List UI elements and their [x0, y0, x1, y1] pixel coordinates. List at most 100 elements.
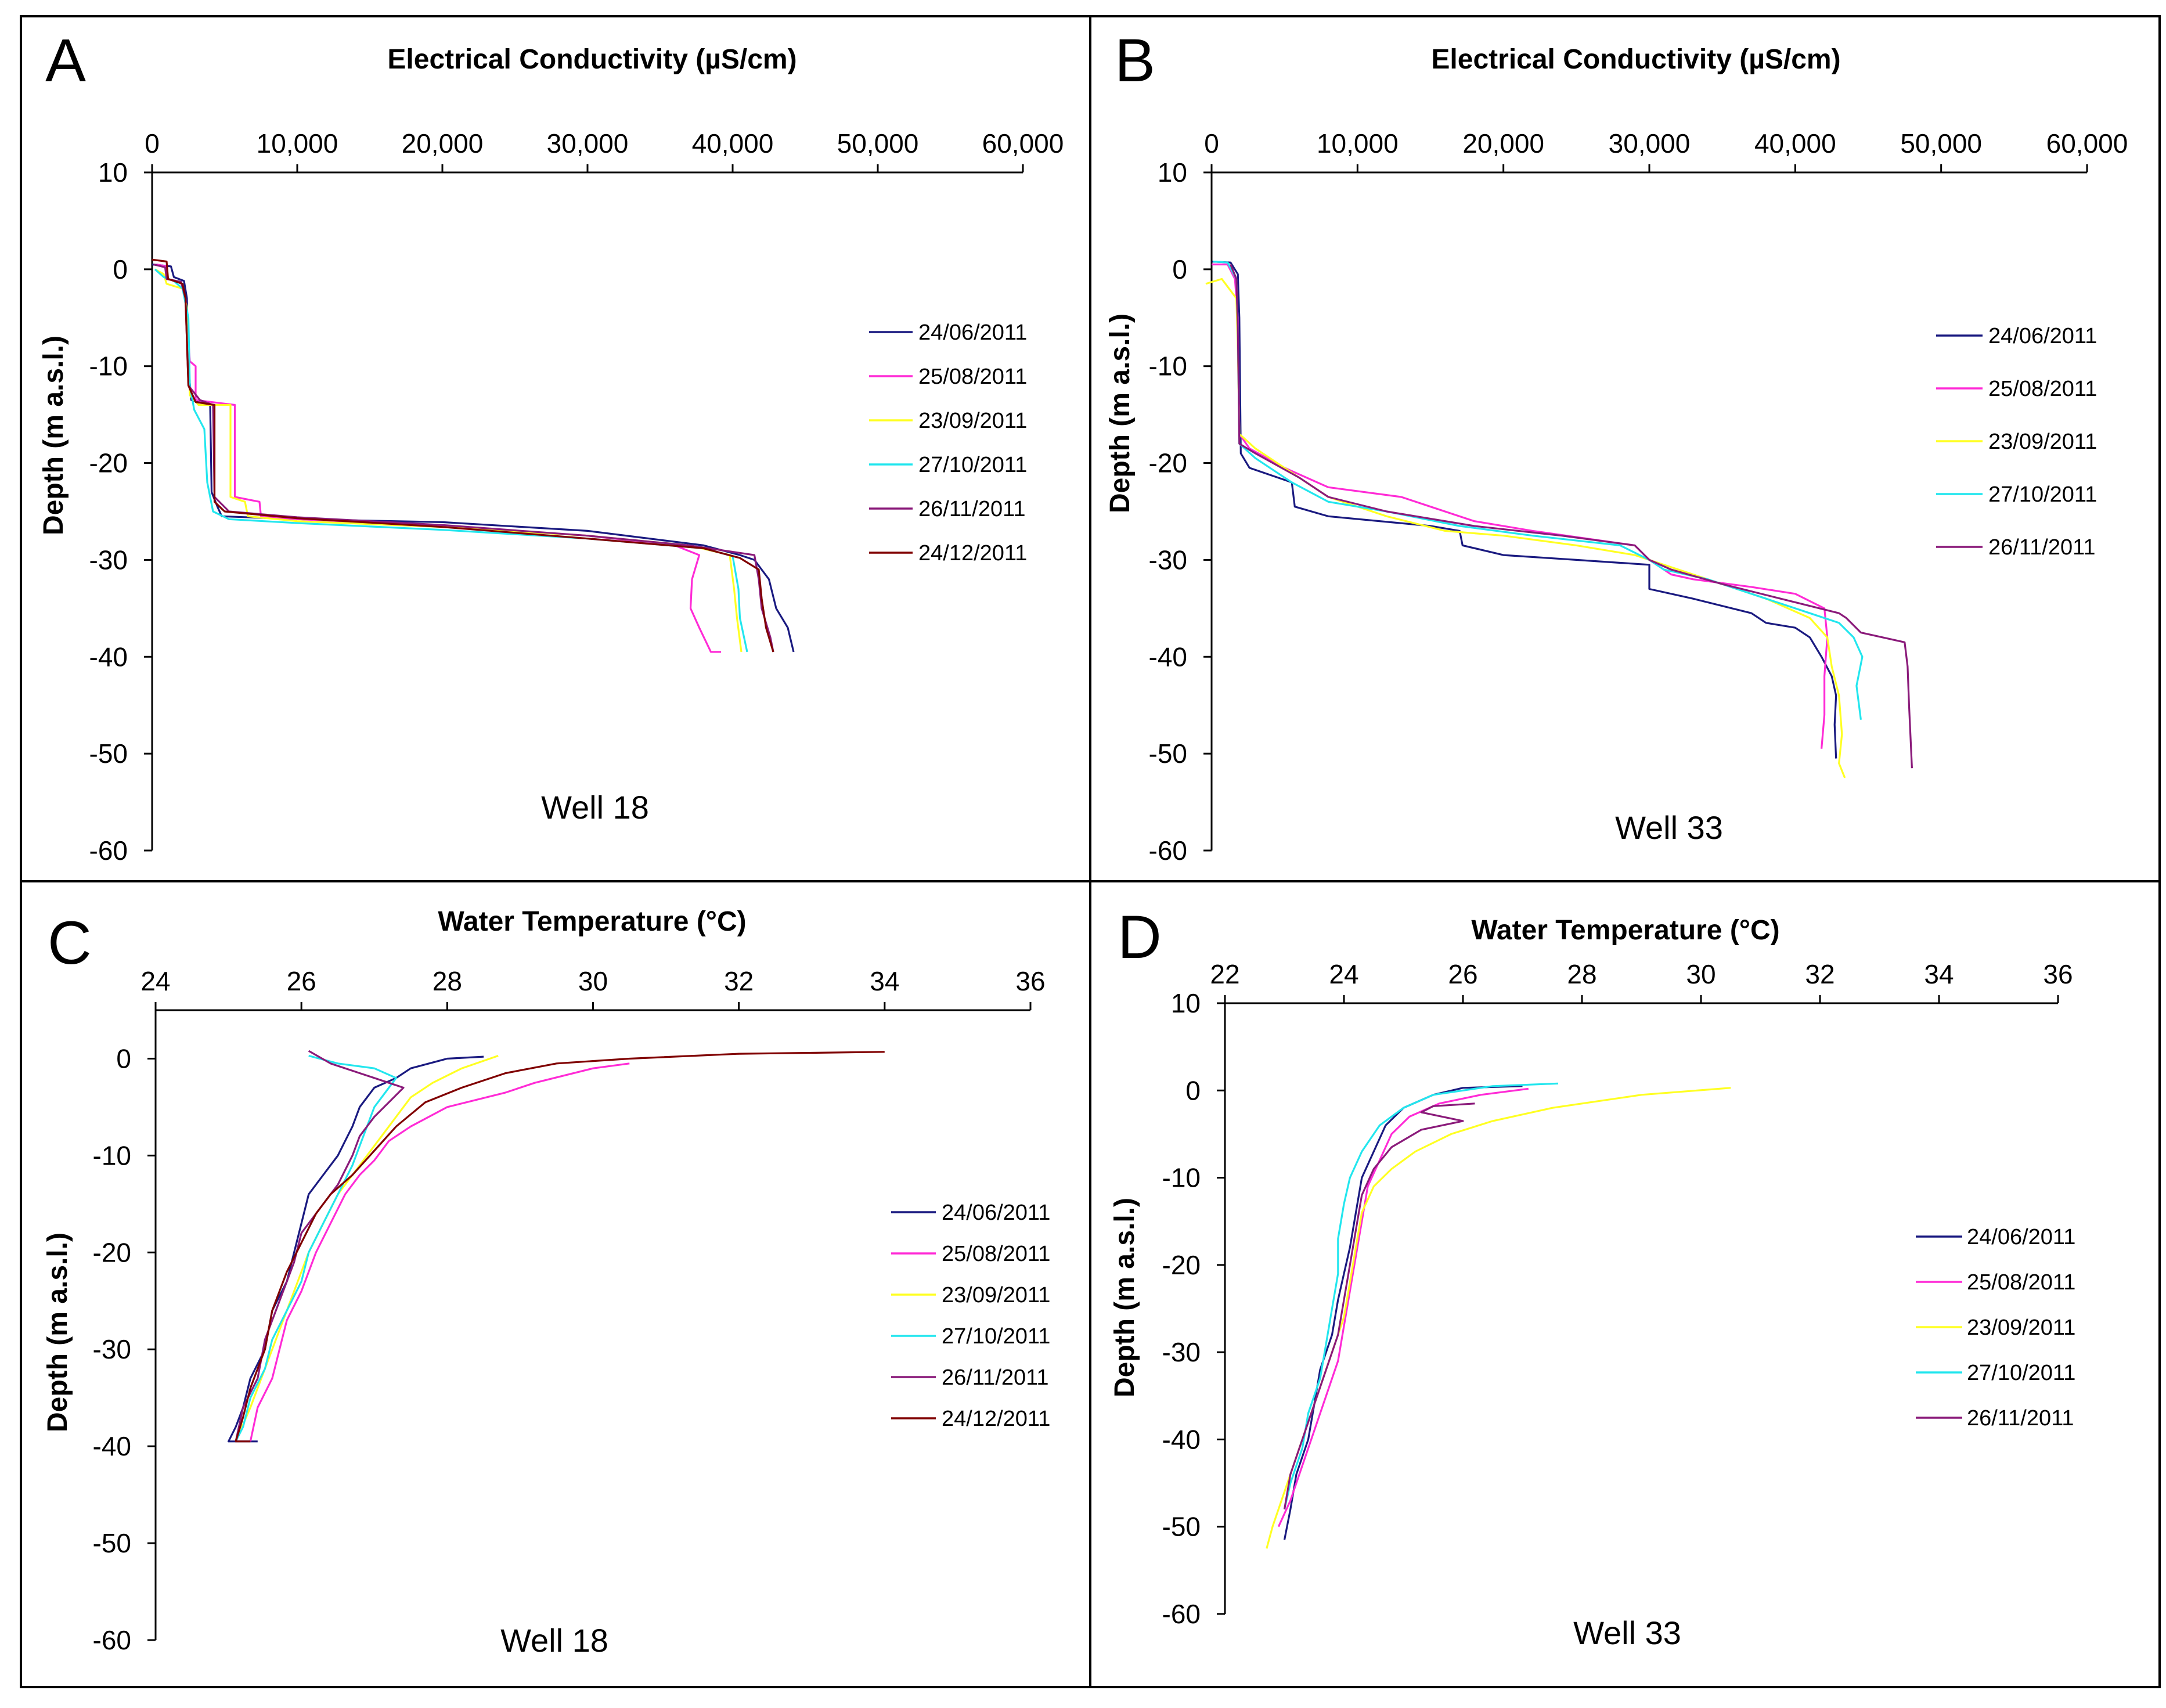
panel-c-series-23-09-2011 [235, 1054, 499, 1442]
panel-b-legend-label: 25/08/2011 [1988, 377, 2097, 401]
panel-b-y-tick-label: -40 [1149, 642, 1187, 672]
panel-a-x-tick-label: 30,000 [547, 128, 629, 158]
panel-d-series-27-10-2011 [1283, 1082, 1559, 1510]
panel-a-y-tick-label: -30 [89, 545, 128, 575]
panel-a-series-24-12-2011 [152, 258, 774, 653]
panel-c-y-tick-label: -60 [93, 1625, 131, 1655]
panel-a-chart: A Electrical Conductivity (µS/cm) Depth (m… [38, 27, 1064, 866]
panel-c-legend-label: 25/08/2011 [942, 1242, 1050, 1266]
panel-c-x-tick-label: 36 [1015, 966, 1045, 996]
panel-c-y-axis-title: Depth (m a.s.l.) [42, 1233, 73, 1432]
panel-c-y-tick-label: -30 [93, 1334, 131, 1364]
panel-c-y-tick-label: 0 [116, 1043, 131, 1073]
panel-a-letter: A [45, 27, 86, 95]
panel-d-y-tick-label: -20 [1162, 1250, 1201, 1280]
panel-c-series-27-10-2011 [235, 1054, 398, 1442]
panel-a-y-tick-label: -10 [89, 351, 128, 381]
panel-d-chart: D Water Temperature (°C) Depth (m a.s.l.) 2… [1109, 903, 2075, 1651]
panel-a-legend-label: 25/08/2011 [918, 365, 1027, 389]
panel-d-x-tick-label: 32 [1805, 959, 1835, 989]
panel-d-x-tick-label: 28 [1567, 959, 1596, 989]
panel-c-legend-label: 23/09/2011 [942, 1283, 1050, 1307]
panel-d-x-tick-label: 24 [1329, 959, 1358, 989]
panel-b-legend-label: 27/10/2011 [1988, 482, 2097, 507]
panel-c-y-tick-label: -20 [93, 1237, 131, 1267]
panel-c-x-tick-label: 28 [433, 966, 462, 996]
panel-d-y-tick-label: -60 [1162, 1599, 1201, 1629]
panel-b-legend-label: 23/09/2011 [1988, 430, 2097, 454]
panel-c-x-tick-label: 32 [724, 966, 754, 996]
panel-b-y-axis-title: Depth (m a.s.l.) [1105, 314, 1136, 513]
panel-a-legend-label: 24/12/2011 [918, 541, 1027, 565]
panel-d-legend-label: 26/11/2011 [1967, 1406, 2074, 1430]
panel-c-legend-label: 24/06/2011 [942, 1201, 1050, 1225]
panel-c-y-tick-label: -10 [93, 1140, 131, 1170]
panel-c-series-24-06-2011 [228, 1055, 484, 1443]
panel-a-x-tick-label: 40,000 [692, 128, 774, 158]
panel-b-x-tick-label: 30,000 [1609, 128, 1691, 158]
panel-d-x-tick-label: 34 [1924, 959, 1954, 989]
panel-d-x-tick-label: 36 [2043, 959, 2073, 989]
panel-d-y-tick-label: 10 [1171, 988, 1201, 1018]
panel-c-series-25-08-2011 [249, 1062, 630, 1442]
panel-a-well-label: Well 18 [541, 789, 649, 826]
panel-c-legend-label: 24/12/2011 [942, 1407, 1050, 1431]
panel-b-y-tick-label: -10 [1149, 351, 1187, 381]
panel-b-y-tick-label: 10 [1158, 157, 1187, 188]
panel-d-y-tick-label: -30 [1162, 1337, 1201, 1367]
panel-c-x-tick-label: 24 [140, 966, 170, 996]
panel-b-y-tick-label: -20 [1149, 448, 1187, 478]
panel-c-x-tick-label: 34 [870, 966, 899, 996]
panel-b-legend-label: 24/06/2011 [1988, 324, 2097, 348]
panel-c-x-axis-title: Water Temperature (°C) [438, 906, 746, 937]
panel-d-x-axis-title: Water Temperature (°C) [1471, 915, 1779, 946]
panel-d-y-tick-label: 0 [1185, 1075, 1201, 1105]
panel-a-y-tick-label: 10 [98, 157, 128, 188]
panel-d-legend-label: 24/06/2011 [1967, 1225, 2075, 1249]
panel-a-x-tick-label: 10,000 [257, 128, 338, 158]
panel-a-legend-label: 26/11/2011 [918, 497, 1026, 521]
panel-c-x-tick-label: 30 [578, 966, 608, 996]
panel-d-y-tick-label: -40 [1162, 1424, 1201, 1454]
panel-c-series-24-12-2011 [235, 1051, 885, 1443]
panel-d-x-tick-label: 26 [1448, 959, 1477, 989]
panel-c-legend-label: 27/10/2011 [942, 1324, 1050, 1349]
panel-a-x-tick-label: 0 [145, 128, 160, 158]
panel-b-x-axis-title: Electrical Conductivity (µS/cm) [1431, 44, 1840, 75]
panel-c-legend-label: 26/11/2011 [942, 1365, 1049, 1390]
panel-c-y-tick-label: -40 [93, 1431, 131, 1461]
panel-d-series-26-11-2011 [1283, 1102, 1475, 1509]
charts-layer: A Electrical Conductivity (µS/cm) Depth (m… [38, 27, 2128, 1659]
panel-b-x-tick-label: 40,000 [1754, 128, 1836, 158]
panel-b-x-tick-label: 10,000 [1317, 128, 1399, 158]
panel-b-series-26-11-2011 [1230, 264, 1913, 769]
panel-c-y-tick-label: -50 [93, 1528, 131, 1558]
panel-d-series-25-08-2011 [1277, 1087, 1529, 1527]
panel-d-letter: D [1118, 903, 1162, 971]
panel-d-x-tick-label: 30 [1686, 959, 1715, 989]
panel-a-y-tick-label: -20 [89, 448, 128, 478]
panel-d-x-tick-label: 22 [1210, 959, 1239, 989]
panel-a-y-tick-label: -40 [89, 642, 128, 672]
panel-b-legend-label: 26/11/2011 [1988, 535, 2096, 560]
panel-a-x-tick-label: 20,000 [402, 128, 484, 158]
panel-a-legend-label: 23/09/2011 [918, 409, 1027, 433]
panel-a-legend-label: 24/06/2011 [918, 320, 1027, 345]
panel-d-legend-label: 23/09/2011 [1967, 1316, 2075, 1340]
panel-d-frame [1089, 880, 2161, 1688]
panel-b-x-tick-label: 50,000 [1900, 128, 1982, 158]
panel-d-y-axis-title: Depth (m a.s.l.) [1109, 1198, 1140, 1397]
panel-b-well-label: Well 33 [1615, 809, 1723, 846]
panel-b-chart: B Electrical Conductivity (µS/cm) Depth (m… [1105, 27, 2128, 866]
panel-d-y-tick-label: -10 [1162, 1163, 1201, 1193]
panel-b-y-tick-label: -50 [1149, 738, 1187, 769]
panel-b-letter: B [1115, 27, 1155, 95]
panel-a-y-axis-title: Depth (m a.s.l.) [38, 336, 69, 535]
panel-d-y-tick-label: -50 [1162, 1512, 1201, 1542]
panel-b-y-tick-label: -30 [1149, 545, 1187, 575]
panel-b-series-24-06-2011 [1211, 260, 1837, 759]
panel-d-well-label: Well 33 [1573, 1615, 1681, 1651]
panel-a-y-tick-label: 0 [113, 254, 128, 284]
